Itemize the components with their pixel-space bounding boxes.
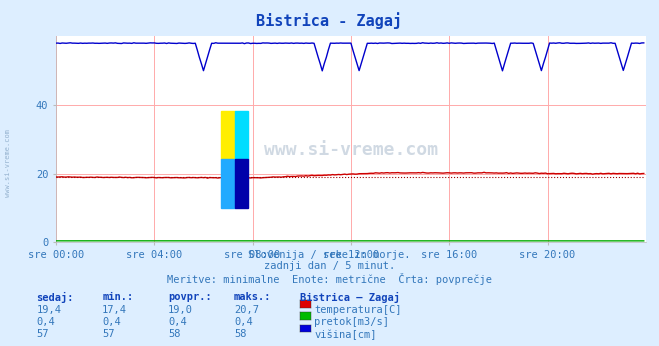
Text: 57: 57: [36, 329, 49, 339]
Text: 17,4: 17,4: [102, 305, 127, 315]
Text: Bistrica - Zagaj: Bistrica - Zagaj: [256, 12, 403, 29]
Bar: [235, 111, 248, 159]
Text: 0,4: 0,4: [168, 317, 186, 327]
Bar: [235, 159, 248, 208]
Text: www.si-vreme.com: www.si-vreme.com: [5, 129, 11, 197]
Text: 0,4: 0,4: [36, 317, 55, 327]
Text: min.:: min.:: [102, 292, 133, 302]
Text: sedaj:: sedaj:: [36, 292, 74, 303]
Text: 0,4: 0,4: [234, 317, 252, 327]
Text: pretok[m3/s]: pretok[m3/s]: [314, 317, 389, 327]
Text: www.si-vreme.com: www.si-vreme.com: [264, 140, 438, 158]
Text: 19,4: 19,4: [36, 305, 61, 315]
Text: temperatura[C]: temperatura[C]: [314, 305, 402, 315]
Text: Meritve: minimalne  Enote: metrične  Črta: povprečje: Meritve: minimalne Enote: metrične Črta:…: [167, 273, 492, 285]
Text: višina[cm]: višina[cm]: [314, 329, 377, 340]
Text: Slovenija / reke in morje.: Slovenija / reke in morje.: [248, 250, 411, 260]
Text: 58: 58: [234, 329, 246, 339]
Bar: [221, 159, 235, 208]
Text: 57: 57: [102, 329, 115, 339]
Text: maks.:: maks.:: [234, 292, 272, 302]
Text: zadnji dan / 5 minut.: zadnji dan / 5 minut.: [264, 261, 395, 271]
Text: 0,4: 0,4: [102, 317, 121, 327]
Text: 20,7: 20,7: [234, 305, 259, 315]
Text: 19,0: 19,0: [168, 305, 193, 315]
Bar: [221, 111, 235, 159]
Text: 58: 58: [168, 329, 181, 339]
Text: Bistrica – Zagaj: Bistrica – Zagaj: [300, 292, 400, 303]
Text: povpr.:: povpr.:: [168, 292, 212, 302]
